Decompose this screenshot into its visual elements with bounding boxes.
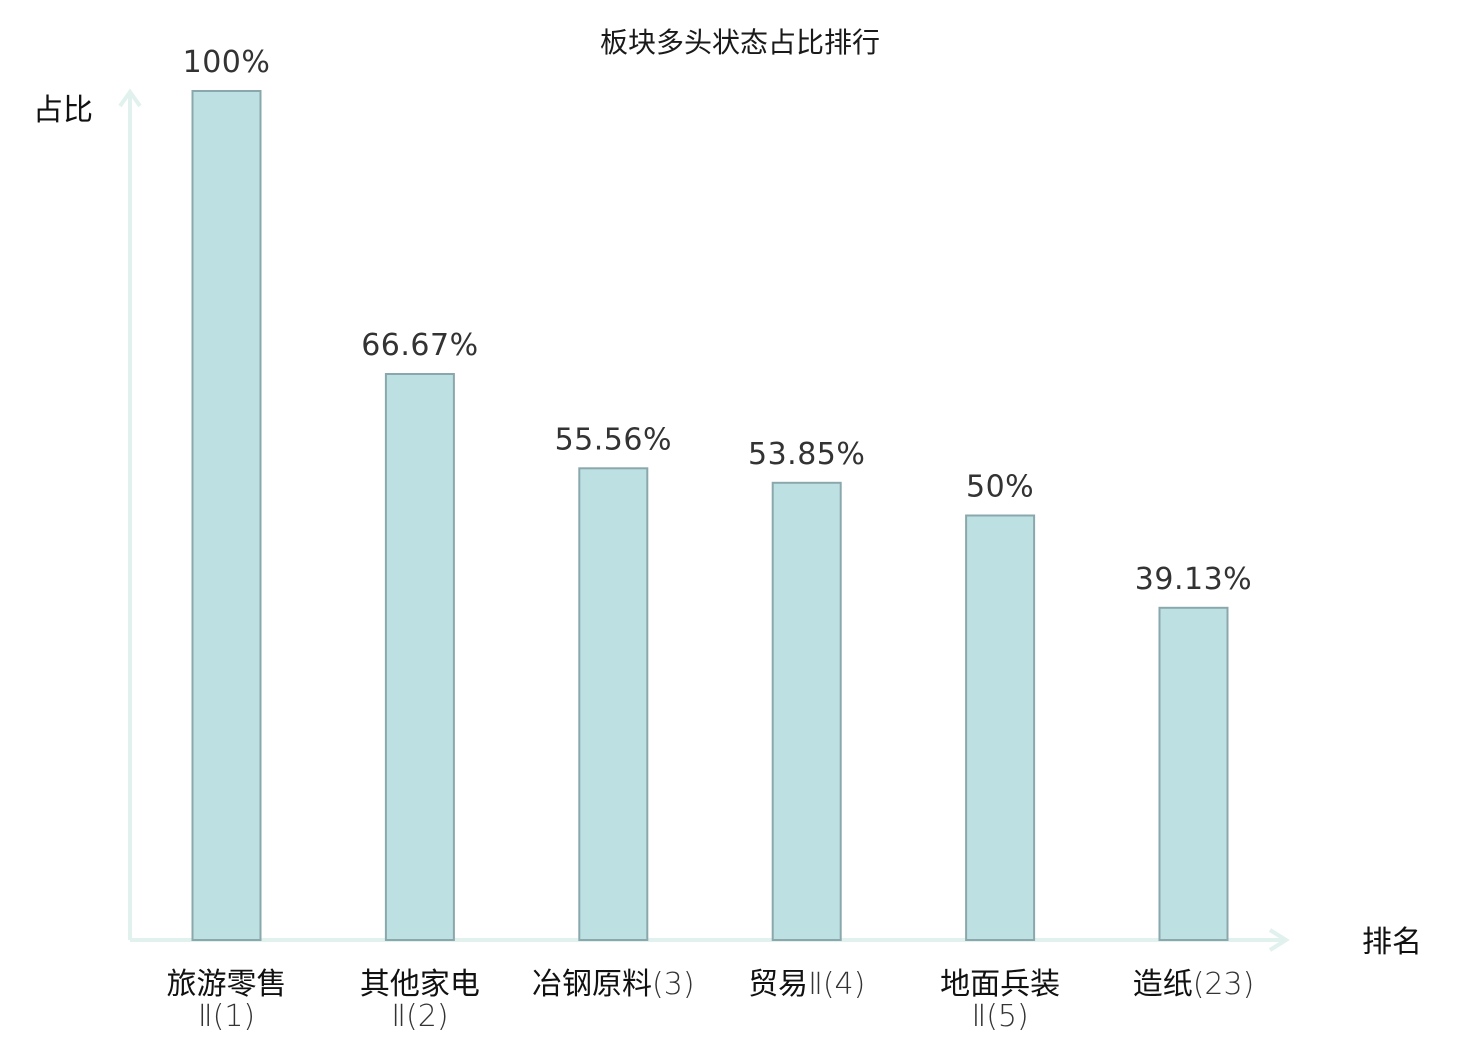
- bars-group: [191, 90, 1229, 941]
- value-label-1: 100%: [183, 45, 271, 80]
- value-label-6: 39.13%: [1135, 562, 1252, 597]
- value-label-3: 55.56%: [555, 422, 672, 457]
- y-axis-label: 占比: [33, 93, 93, 128]
- value-label-4: 53.85%: [748, 437, 865, 472]
- bar-2: [384, 373, 455, 941]
- bar-3: [578, 467, 649, 941]
- category-name-2: 其他家电: [360, 967, 480, 1002]
- bar-5: [965, 514, 1036, 941]
- value-label-2: 66.67%: [361, 328, 478, 363]
- category-rank-6: (23): [1193, 967, 1255, 1002]
- category-rank-5: Ⅱ(5): [971, 999, 1028, 1034]
- category-name-5: 地面兵装: [940, 967, 1060, 1002]
- category-rank-3: (3): [652, 967, 695, 1002]
- bar-6: [1158, 606, 1229, 941]
- category-name-3: 冶钢原料: [532, 967, 652, 1002]
- category-rank-1: Ⅱ(1): [198, 999, 255, 1034]
- x-axis-arrow: [1268, 928, 1290, 952]
- bar-4: [771, 481, 842, 941]
- y-axis-arrow: [118, 88, 142, 108]
- category-label-6: 造纸(23): [1133, 967, 1255, 1002]
- x-axis-label: 排名: [1362, 925, 1422, 960]
- category-rank-4: Ⅱ(4): [808, 967, 865, 1002]
- category-label-3: 冶钢原料(3): [532, 967, 695, 1002]
- axes: [118, 88, 1290, 952]
- bar-1: [191, 90, 262, 941]
- category-label-4: 贸易Ⅱ(4): [748, 967, 865, 1002]
- value-label-5: 50%: [966, 470, 1034, 505]
- category-name-4: 贸易: [748, 967, 808, 1002]
- chart-title: 板块多头状态占比排行: [600, 26, 880, 59]
- category-rank-2: Ⅱ(2): [391, 999, 448, 1034]
- value-labels-group: 100% 66.67% 55.56% 53.85% 50% 39.13%: [183, 45, 1252, 597]
- category-name-1: 旅游零售: [167, 967, 287, 1002]
- category-name-6: 造纸: [1133, 967, 1193, 1002]
